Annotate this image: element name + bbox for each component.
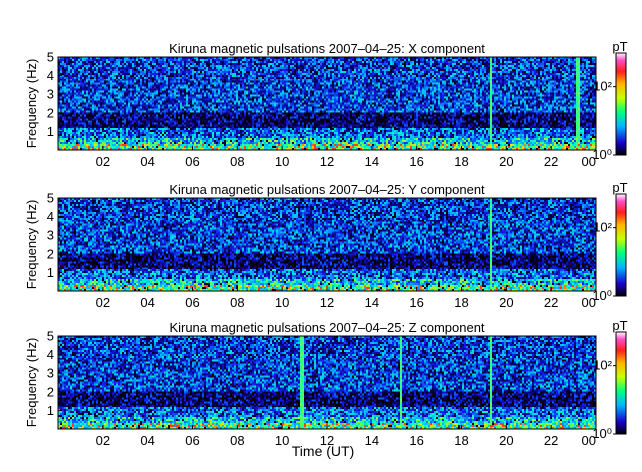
colorbar-tick-label: 10⁰ — [592, 426, 612, 441]
spectrogram-panel: Kiruna magnetic pulsations 2007–04–25: X… — [24, 39, 628, 169]
x-tick-label: 04 — [140, 154, 154, 169]
x-tick-label: 04 — [140, 433, 154, 448]
y-tick-label: 1 — [47, 124, 54, 139]
colorbar — [615, 52, 627, 156]
x-tick-label: 02 — [96, 154, 110, 169]
colorbar-tick-label: 10² — [593, 358, 612, 373]
y-tick-label: 1 — [47, 403, 54, 418]
y-tick-label: 3 — [47, 366, 54, 381]
y-tick-label: 4 — [47, 68, 54, 83]
y-tick-label: 2 — [47, 246, 54, 261]
x-tick-label: 20 — [499, 295, 513, 310]
colorbar-unit: pT — [612, 318, 627, 333]
colorbar-unit: pT — [612, 39, 627, 54]
y-axis-label: Frequency (Hz) — [24, 338, 39, 428]
colorbar — [615, 193, 627, 297]
x-tick-label: 06 — [185, 433, 199, 448]
y-tick-label: 5 — [47, 329, 54, 344]
x-tick-label: 16 — [409, 154, 423, 169]
spectrogram-panel: Kiruna magnetic pulsations 2007–04–25: Y… — [24, 180, 628, 310]
x-tick-label: 06 — [185, 295, 199, 310]
colorbar-tick-label: 10⁰ — [592, 147, 612, 162]
x-tick-label: 06 — [185, 154, 199, 169]
y-tick-label: 2 — [47, 105, 54, 120]
y-tick-label: 1 — [47, 265, 54, 280]
x-tick-label: 12 — [320, 433, 334, 448]
x-tick-label: 16 — [409, 433, 423, 448]
y-tick-label: 5 — [47, 50, 54, 65]
x-tick-label: 20 — [499, 433, 513, 448]
colorbar — [615, 331, 627, 435]
x-tick-label: 10 — [275, 295, 289, 310]
x-tick-label: 18 — [454, 154, 468, 169]
x-tick-label: 22 — [544, 433, 558, 448]
x-tick-label: 00 — [582, 154, 596, 169]
x-tick-label: 20 — [499, 154, 513, 169]
y-tick-label: 5 — [47, 191, 54, 206]
x-tick-label: 18 — [454, 433, 468, 448]
x-tick-label: 14 — [365, 433, 379, 448]
y-tick-label: 2 — [47, 384, 54, 399]
x-tick-label: 10 — [275, 154, 289, 169]
x-tick-label: 14 — [365, 295, 379, 310]
spectrogram-image — [58, 198, 596, 291]
panel-title: Kiruna magnetic pulsations 2007–04–25: Y… — [169, 182, 485, 197]
panel-title: Kiruna magnetic pulsations 2007–04–25: X… — [169, 41, 485, 56]
y-tick-label: 3 — [47, 228, 54, 243]
x-tick-label: 00 — [582, 295, 596, 310]
y-tick-label: 4 — [47, 347, 54, 362]
x-tick-label: 08 — [230, 295, 244, 310]
x-tick-label: 22 — [544, 295, 558, 310]
x-tick-label: 12 — [320, 295, 334, 310]
x-tick-label: 08 — [230, 433, 244, 448]
y-tick-label: 4 — [47, 209, 54, 224]
x-tick-label: 04 — [140, 295, 154, 310]
x-tick-label: 08 — [230, 154, 244, 169]
x-tick-label: 14 — [365, 154, 379, 169]
x-tick-label: 12 — [320, 154, 334, 169]
x-tick-label: 00 — [582, 433, 596, 448]
colorbar-tick-label: 10² — [593, 220, 612, 235]
x-tick-label: 02 — [96, 433, 110, 448]
x-tick-label: 10 — [275, 433, 289, 448]
panel-title: Kiruna magnetic pulsations 2007–04–25: Z… — [169, 320, 484, 335]
y-axis-label: Frequency (Hz) — [24, 200, 39, 290]
spectrogram-panel: Kiruna magnetic pulsations 2007–04–25: Z… — [24, 318, 628, 459]
x-tick-label: 02 — [96, 295, 110, 310]
x-axis-label: Time (UT) — [292, 443, 354, 459]
x-tick-label: 16 — [409, 295, 423, 310]
colorbar-tick-label: 10² — [593, 79, 612, 94]
y-tick-label: 3 — [47, 87, 54, 102]
colorbar-tick-label: 10⁰ — [592, 288, 612, 303]
x-tick-label: 18 — [454, 295, 468, 310]
x-tick-label: 22 — [544, 154, 558, 169]
spectrogram-image — [58, 336, 596, 429]
spectrogram-image — [58, 57, 596, 150]
y-axis-label: Frequency (Hz) — [24, 59, 39, 149]
colorbar-unit: pT — [612, 180, 627, 195]
